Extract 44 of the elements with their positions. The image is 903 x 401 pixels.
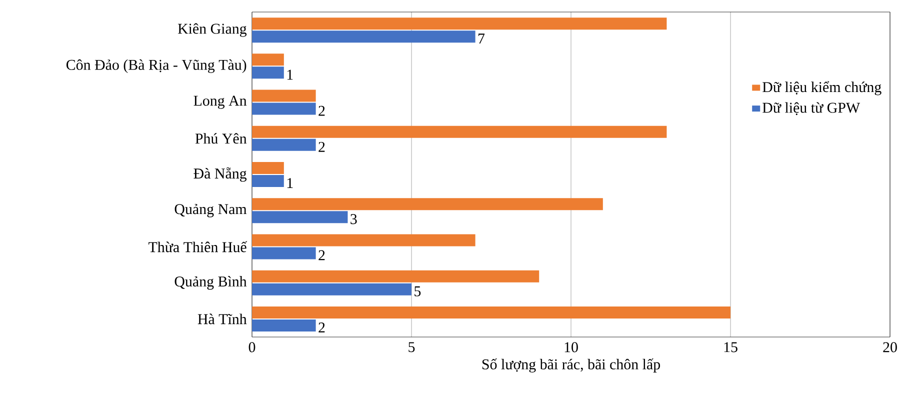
y-tick-label: Quảng Bình (174, 276, 247, 290)
bar (252, 162, 284, 174)
bar (252, 198, 603, 210)
bar (252, 30, 476, 43)
bar (252, 247, 316, 260)
y-tick-label: Kiên Giang (178, 23, 247, 37)
data-label: 2 (318, 322, 325, 332)
x-tick-label: 15 (724, 342, 738, 352)
x-tick-label: 20 (883, 342, 897, 352)
y-tick-label: Côn Đảo (Bà Rịa - Vũng Tàu) (66, 59, 246, 73)
data-label: 2 (318, 106, 325, 116)
x-tick-label: 5 (408, 342, 415, 352)
y-tick-label: Hà Tĩnh (198, 314, 247, 324)
data-label: 2 (318, 250, 325, 260)
y-tick-label: Đà Nẵng (194, 167, 247, 182)
bar (252, 126, 667, 138)
data-label: 7 (478, 34, 485, 44)
x-tick-label: 10 (564, 342, 578, 352)
y-tick-label: Thừa Thiên Huế (148, 241, 248, 252)
bar (252, 175, 284, 188)
x-axis-title: Số lượng bãi rác, bãi chôn lấp (482, 358, 660, 372)
bar (252, 18, 667, 30)
y-tick-label: Phú Yên (195, 133, 247, 144)
bar (252, 319, 316, 332)
data-label: 5 (414, 286, 421, 296)
bar (252, 66, 284, 79)
y-tick-label: Quảng Nam (174, 204, 247, 218)
y-tick-label: Long An (194, 96, 247, 109)
data-label: 2 (318, 142, 325, 152)
bar (252, 306, 731, 318)
bar (252, 54, 284, 66)
data-label: 1 (287, 178, 293, 188)
bar (252, 283, 412, 296)
legend-label: Dữ liệu kiểm chứng (762, 81, 882, 96)
data-label: 3 (350, 214, 357, 224)
bar (252, 211, 348, 224)
bar (252, 270, 540, 282)
bar (252, 102, 316, 115)
legend-label: Dữ liệu từ GPW (762, 102, 860, 116)
bar (252, 90, 316, 102)
x-tick-label: 0 (248, 342, 256, 352)
data-label: 1 (287, 70, 293, 80)
bar (252, 234, 476, 246)
bar (252, 138, 316, 151)
